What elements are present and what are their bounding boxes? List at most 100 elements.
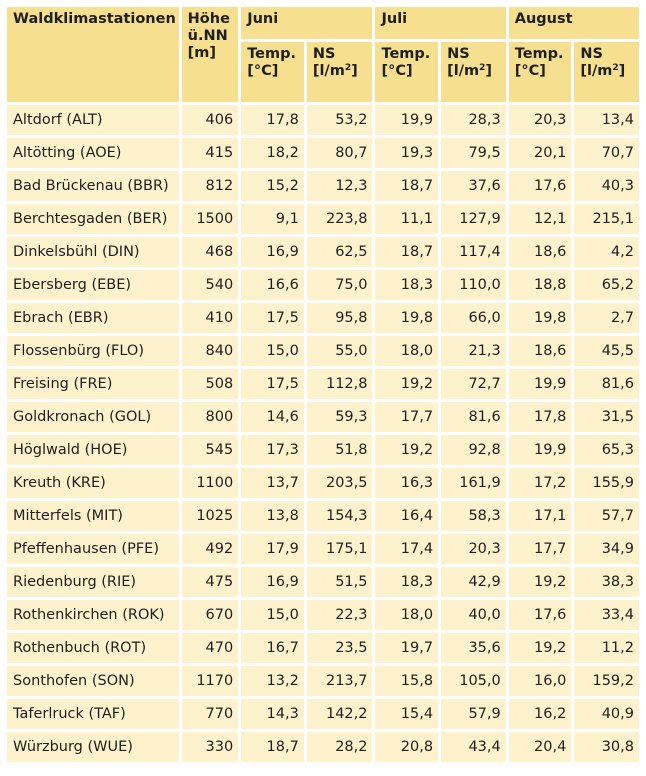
header-ns-label: NS — [447, 46, 470, 62]
cell-august-ns: 40,3 — [574, 171, 639, 201]
cell-august-temp: 19,2 — [508, 633, 572, 663]
cell-june-ns: 213,7 — [306, 666, 373, 696]
table-row: Freising (FRE) 508 17,5 112,8 19,2 72,7 19,9 81… — [7, 369, 639, 399]
cell-june-ns: 22,3 — [306, 600, 373, 630]
header-month-june: Juni — [241, 7, 373, 39]
header-station: Waldklimastationen — [7, 7, 179, 102]
header-august-ns: NS [l/m2] — [574, 42, 639, 102]
header-ns-unit-close: ] — [351, 63, 358, 79]
cell-july-ns: 72,7 — [441, 369, 506, 399]
cell-august-ns: 81,6 — [574, 369, 639, 399]
cell-station: Goldkronach (GOL) — [7, 402, 179, 432]
cell-august-temp: 17,6 — [508, 600, 572, 630]
header-altitude: Höhe ü.NN [m] — [181, 7, 239, 102]
cell-july-ns: 161,9 — [441, 468, 506, 498]
cell-july-ns: 35,6 — [441, 633, 506, 663]
header-temp-unit: [°C] — [381, 63, 413, 79]
header-ns-unit-close: ] — [485, 63, 493, 79]
cell-july-ns: 37,6 — [441, 171, 506, 201]
cell-june-temp: 17,5 — [241, 303, 304, 333]
cell-june-temp: 14,3 — [241, 699, 304, 729]
cell-july-temp: 19,9 — [375, 105, 439, 135]
cell-altitude: 540 — [181, 270, 239, 300]
cell-july-temp: 18,7 — [375, 171, 439, 201]
cell-altitude: 330 — [181, 732, 239, 762]
cell-july-temp: 18,0 — [375, 600, 439, 630]
cell-june-temp: 15,0 — [241, 336, 304, 366]
cell-july-temp: 19,2 — [375, 435, 439, 465]
cell-june-ns: 95,8 — [306, 303, 373, 333]
cell-august-temp: 19,2 — [508, 567, 572, 597]
cell-altitude: 470 — [181, 633, 239, 663]
header-month-june-label: Juni — [247, 11, 279, 27]
cell-august-ns: 215,1 — [574, 204, 639, 234]
cell-july-ns: 28,3 — [441, 105, 506, 135]
cell-august-temp: 18,6 — [508, 237, 572, 267]
cell-august-ns: 159,2 — [574, 666, 639, 696]
cell-july-ns: 79,5 — [441, 138, 506, 168]
cell-july-temp: 17,7 — [375, 402, 439, 432]
cell-altitude: 545 — [181, 435, 239, 465]
cell-july-ns: 110,0 — [441, 270, 506, 300]
cell-altitude: 406 — [181, 105, 239, 135]
cell-august-ns: 2,7 — [574, 303, 639, 333]
cell-july-temp: 20,8 — [375, 732, 439, 762]
cell-station: Pfeffenhausen (PFE) — [7, 534, 179, 564]
cell-august-temp: 12,1 — [508, 204, 572, 234]
header-month-july: Juli — [375, 7, 506, 39]
header-altitude-line2: ü.NN — [187, 28, 228, 44]
header-month-august-label: August — [514, 11, 573, 27]
cell-august-temp: 16,2 — [508, 699, 572, 729]
cell-august-ns: 34,9 — [574, 534, 639, 564]
cell-july-ns: 57,9 — [441, 699, 506, 729]
cell-station: Riedenburg (RIE) — [7, 567, 179, 597]
cell-june-temp: 17,8 — [241, 105, 304, 135]
cell-june-temp: 17,5 — [241, 369, 304, 399]
cell-june-temp: 13,7 — [241, 468, 304, 498]
table-row: Goldkronach (GOL) 800 14,6 59,3 17,7 81,6 17,8… — [7, 402, 639, 432]
cell-june-ns: 75,0 — [306, 270, 373, 300]
cell-altitude: 670 — [181, 600, 239, 630]
cell-altitude: 770 — [181, 699, 239, 729]
cell-june-ns: 112,8 — [306, 369, 373, 399]
header-ns-unit: [l/m2] — [580, 63, 625, 79]
cell-station: Sonthofen (SON) — [7, 666, 179, 696]
cell-station: Höglwald (HOE) — [7, 435, 179, 465]
cell-june-temp: 14,6 — [241, 402, 304, 432]
table-row: Würzburg (WUE) 330 18,7 28,2 20,8 43,4 20,4 30,… — [7, 732, 639, 762]
cell-altitude: 812 — [181, 171, 239, 201]
header-ns-unit-exp: 2 — [344, 63, 352, 73]
header-row-months: Waldklimastationen Höhe ü.NN [m] Juni Ju… — [7, 7, 639, 102]
table-row: Berchtesgaden (BER) 1500 9,1 223,8 11,1 127,9… — [7, 204, 639, 234]
cell-august-temp: 17,7 — [508, 534, 572, 564]
cell-june-temp: 16,6 — [241, 270, 304, 300]
cell-altitude: 508 — [181, 369, 239, 399]
cell-august-ns: 31,5 — [574, 402, 639, 432]
cell-july-temp: 18,0 — [375, 336, 439, 366]
cell-july-ns: 20,3 — [441, 534, 506, 564]
cell-july-temp: 19,8 — [375, 303, 439, 333]
cell-august-temp: 18,8 — [508, 270, 572, 300]
table-row: Taferlruck (TAF) 770 14,3 142,2 15,4 57,9 16,2… — [7, 699, 639, 729]
cell-july-ns: 127,9 — [441, 204, 506, 234]
cell-august-ns: 65,3 — [574, 435, 639, 465]
cell-august-temp: 20,1 — [508, 138, 572, 168]
table-row: Dinkelsbühl (DIN) 468 16,9 62,5 18,7 117,4 18,… — [7, 237, 639, 267]
cell-june-temp: 15,0 — [241, 600, 304, 630]
cell-june-temp: 18,7 — [241, 732, 304, 762]
cell-july-temp: 18,3 — [375, 567, 439, 597]
cell-june-temp: 9,1 — [241, 204, 304, 234]
cell-july-ns: 105,0 — [441, 666, 506, 696]
cell-station: Ebrach (EBR) — [7, 303, 179, 333]
cell-june-ns: 203,5 — [306, 468, 373, 498]
cell-station: Rothenkirchen (ROK) — [7, 600, 179, 630]
cell-june-temp: 16,9 — [241, 237, 304, 267]
cell-june-ns: 62,5 — [306, 237, 373, 267]
cell-station: Mitterfels (MIT) — [7, 501, 179, 531]
cell-july-ns: 40,0 — [441, 600, 506, 630]
cell-june-temp: 15,2 — [241, 171, 304, 201]
header-ns-label: NS — [312, 46, 336, 62]
cell-july-ns: 92,8 — [441, 435, 506, 465]
table-row: Kreuth (KRE) 1100 13,7 203,5 16,3 161,9 17,2 15… — [7, 468, 639, 498]
cell-station: Ebersberg (EBE) — [7, 270, 179, 300]
